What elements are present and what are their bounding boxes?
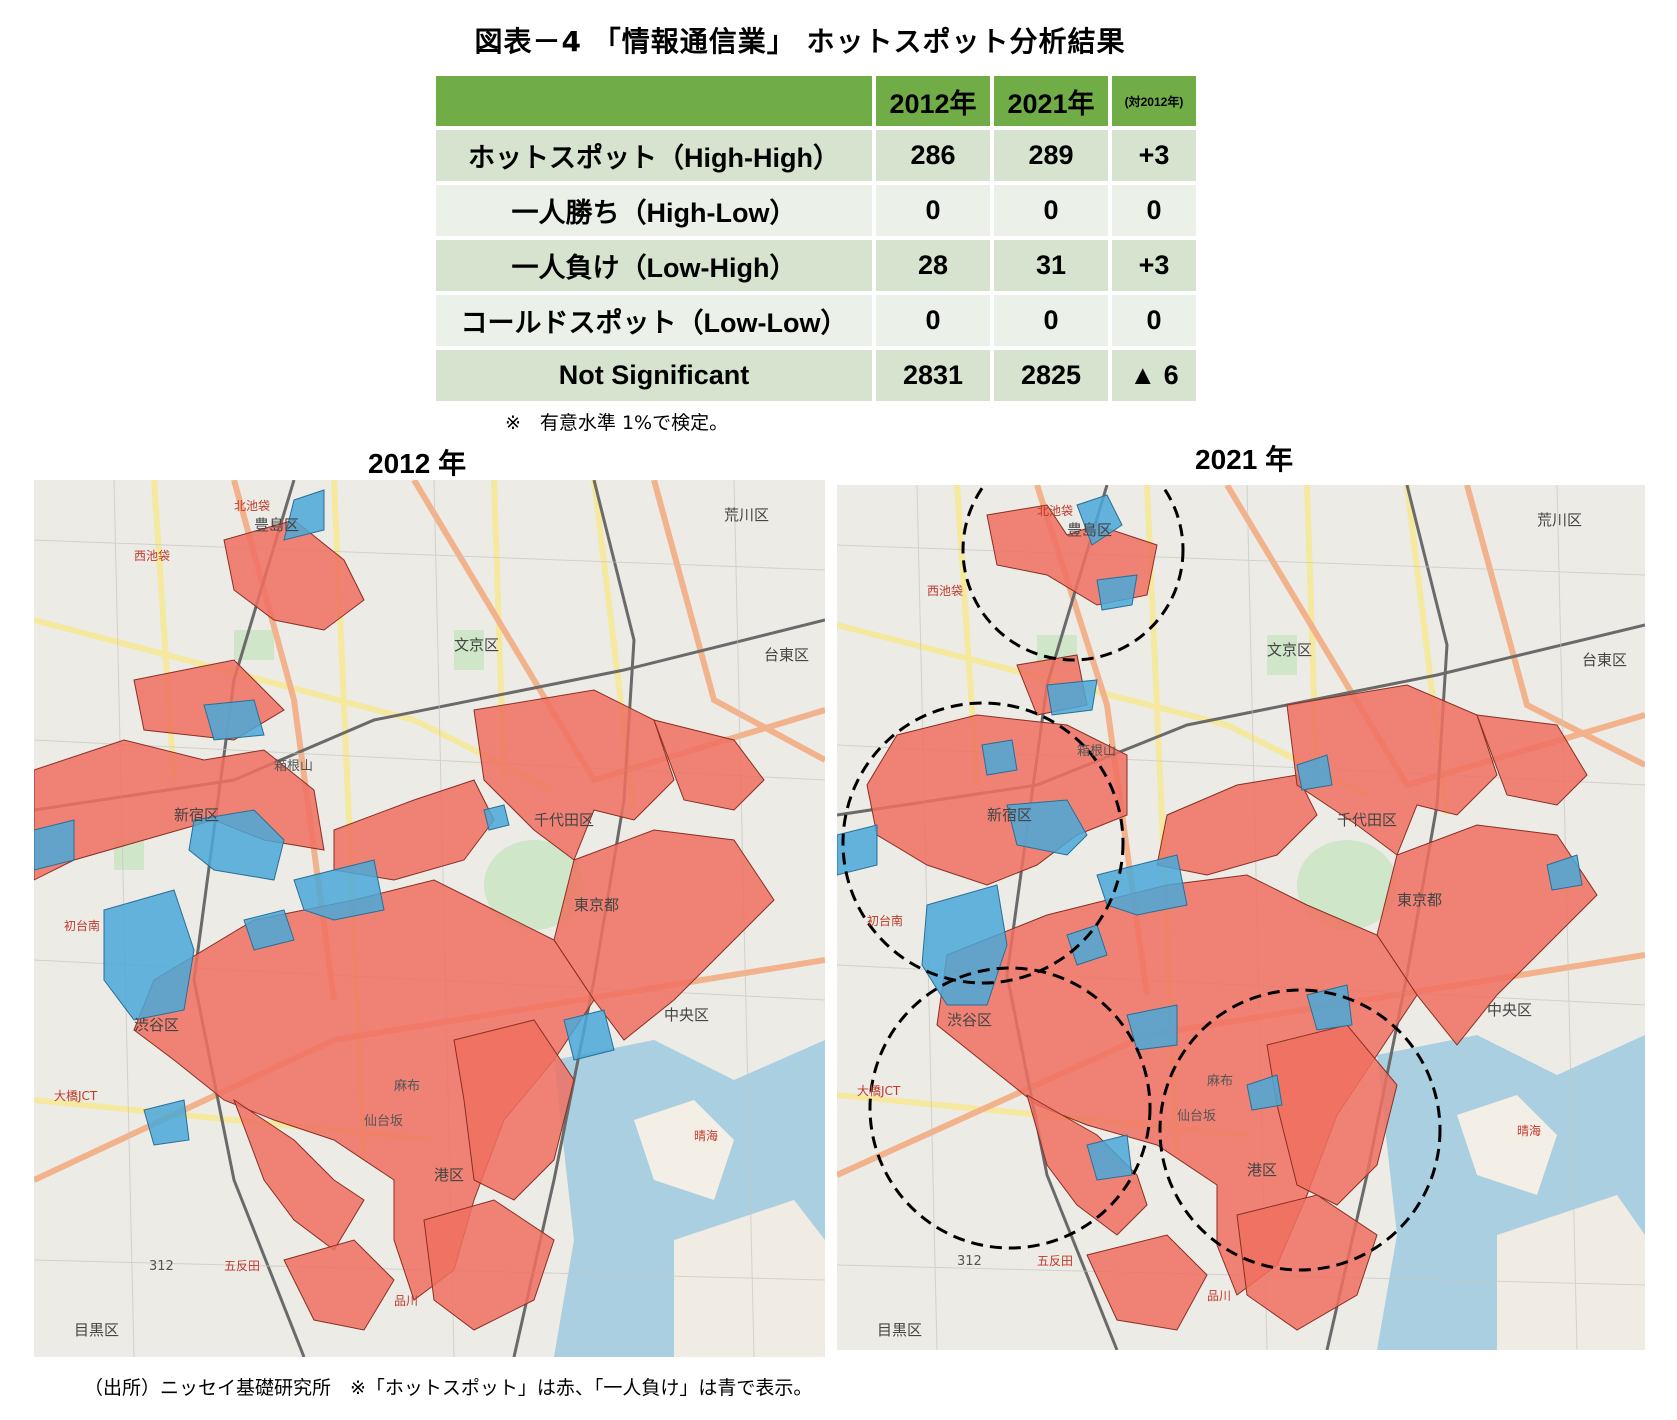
- cell-2012: 28: [876, 240, 990, 291]
- label-harumi: 晴海: [694, 1128, 718, 1143]
- label-chuo: 中央区: [1487, 1001, 1532, 1019]
- cell-2012: 2831: [876, 350, 990, 401]
- label-hatsudai: 初台南: [867, 913, 903, 928]
- map-2021: 豊島区 荒川区 文京区 台東区 新宿区 千代田区 東京都 渋谷区 中央区 港区 …: [837, 485, 1645, 1350]
- label-shinagawa: 品川: [394, 1294, 418, 1308]
- label-hakoneyama: 箱根山: [1077, 743, 1116, 759]
- label-sendaizaka: 仙台坂: [1177, 1109, 1216, 1124]
- source-note: （出所）ニッセイ基礎研究所 ※「ホットスポット」は赤、「一人負け」は青で表示。: [84, 1377, 813, 1399]
- label-taito: 台東区: [764, 646, 809, 664]
- cell-2012: 286: [876, 130, 990, 181]
- label-shinjuku: 新宿区: [174, 806, 219, 824]
- label-toshima: 豊島区: [254, 516, 299, 534]
- label-shibuya: 渋谷区: [947, 1011, 992, 1029]
- label-hatsudai: 初台南: [64, 918, 100, 933]
- label-shibuya: 渋谷区: [134, 1016, 179, 1034]
- table-row: コールドスポット（Low-Low） 0 0 0: [436, 295, 1196, 346]
- label-chiyoda: 千代田区: [1337, 811, 1397, 829]
- label-tokyo: 東京都: [574, 896, 619, 914]
- table-header-row: 2012年 2021年 (対2012年): [436, 76, 1196, 126]
- label-azabu: 麻布: [1207, 1074, 1233, 1089]
- label-azabu: 麻布: [394, 1079, 420, 1094]
- row-label: Not Significant: [436, 350, 872, 401]
- map-2012: 豊島区 荒川区 文京区 台東区 新宿区 千代田区 東京都 渋谷区 中央区 港区 …: [34, 480, 825, 1357]
- label-chuo: 中央区: [664, 1006, 709, 1024]
- cell-diff: 0: [1112, 295, 1196, 346]
- header-2021: 2021年: [994, 76, 1108, 126]
- table-row: ホットスポット（High-High） 286 289 +3: [436, 130, 1196, 181]
- label-ohashi: 大橋JCT: [857, 1084, 901, 1098]
- label-harumi: 晴海: [1517, 1123, 1541, 1138]
- row-label: 一人勝ち（High-Low）: [436, 185, 872, 236]
- row-label: 一人負け（Low-High）: [436, 240, 872, 291]
- header-2012: 2012年: [876, 76, 990, 126]
- label-shinjuku: 新宿区: [987, 806, 1032, 824]
- label-sendaizaka: 仙台坂: [364, 1114, 403, 1129]
- table-row: 一人負け（Low-High） 28 31 +3: [436, 240, 1196, 291]
- label-chiyoda: 千代田区: [534, 811, 594, 829]
- header-blank: [436, 76, 872, 126]
- label-meguro: 目黒区: [877, 1321, 922, 1339]
- cell-2021: 0: [994, 295, 1108, 346]
- label-nishi-ikebukuro: 西池袋: [134, 549, 170, 563]
- map-2012-label: 2012 年: [368, 448, 467, 479]
- label-hakoneyama: 箱根山: [274, 758, 313, 774]
- highlight-circles: [841, 485, 1442, 1272]
- row-label: コールドスポット（Low-Low）: [436, 295, 872, 346]
- circle-minato: [1158, 988, 1442, 1272]
- header-diff: (対2012年): [1112, 76, 1196, 126]
- cell-diff: +3: [1112, 130, 1196, 181]
- cell-2021: 2825: [994, 350, 1108, 401]
- row-label: ホットスポット（High-High）: [436, 130, 872, 181]
- cell-diff: ▲ 6: [1112, 350, 1196, 401]
- cell-2021: 31: [994, 240, 1108, 291]
- label-arakawa: 荒川区: [724, 506, 769, 524]
- label-route312: 312: [149, 1259, 174, 1274]
- cell-2012: 0: [876, 295, 990, 346]
- label-bunkyo: 文京区: [454, 636, 499, 654]
- map-2021-label: 2021 年: [1195, 444, 1294, 475]
- cell-2012: 0: [876, 185, 990, 236]
- cell-2021: 0: [994, 185, 1108, 236]
- label-gotanda: 五反田: [224, 1259, 260, 1273]
- label-taito: 台東区: [1582, 651, 1627, 669]
- cell-diff: +3: [1112, 240, 1196, 291]
- label-tokyo: 東京都: [1397, 891, 1442, 909]
- label-ohashi: 大橋JCT: [54, 1089, 98, 1103]
- circle-shibuya: [868, 966, 1152, 1250]
- circle-shinjuku: [841, 701, 1125, 985]
- significance-note: ※ 有意水準 1%で検定。: [505, 412, 729, 434]
- figure-title: 図表－4 「情報通信業」 ホットスポット分析結果: [474, 25, 1126, 58]
- results-table: 2012年 2021年 (対2012年) ホットスポット（High-High） …: [432, 72, 1200, 405]
- cell-2021: 289: [994, 130, 1108, 181]
- label-minato: 港区: [434, 1166, 464, 1184]
- label-bunkyo: 文京区: [1267, 641, 1312, 659]
- circle-ikebukuro: [961, 485, 1185, 662]
- label-kita-ikebukuro: 北池袋: [234, 499, 270, 513]
- label-gotanda: 五反田: [1037, 1254, 1073, 1268]
- table-row: Not Significant 2831 2825 ▲ 6: [436, 350, 1196, 401]
- label-nishi-ikebukuro: 西池袋: [927, 584, 963, 598]
- label-shinagawa: 品川: [1207, 1289, 1231, 1303]
- label-route312: 312: [957, 1254, 982, 1269]
- cell-diff: 0: [1112, 185, 1196, 236]
- label-toshima: 豊島区: [1067, 521, 1112, 539]
- label-meguro: 目黒区: [74, 1321, 119, 1339]
- table-row: 一人勝ち（High-Low） 0 0 0: [436, 185, 1196, 236]
- label-arakawa: 荒川区: [1537, 511, 1582, 529]
- label-kita-ikebukuro: 北池袋: [1037, 504, 1073, 518]
- label-minato: 港区: [1247, 1161, 1277, 1179]
